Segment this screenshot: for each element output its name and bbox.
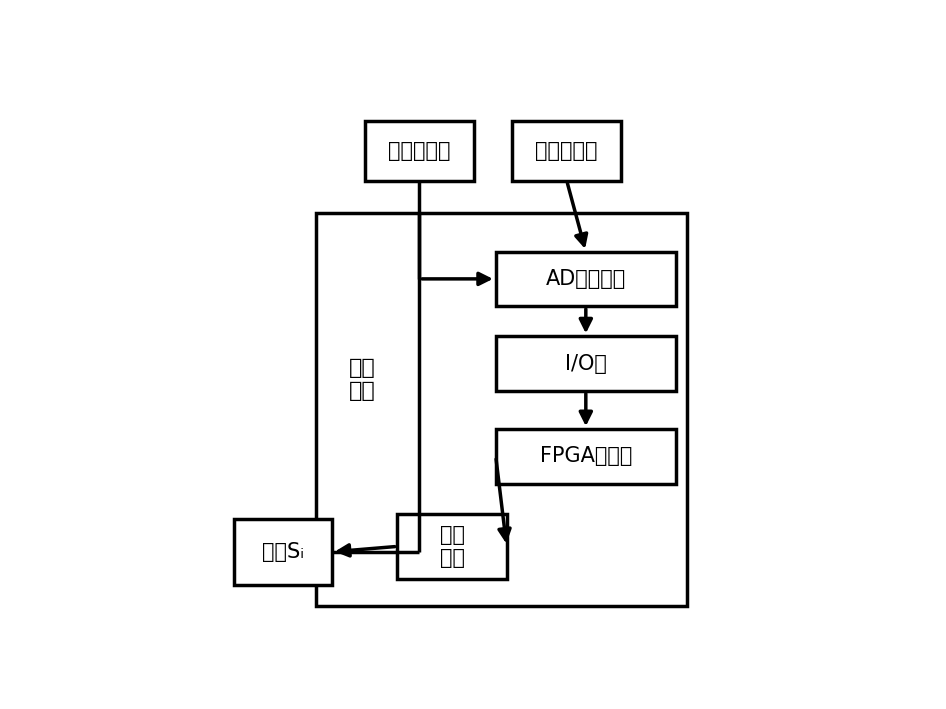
Text: AD采样电路: AD采样电路 (546, 269, 626, 289)
Bar (365, 121, 474, 181)
Text: 驱动
电路: 驱动 电路 (440, 525, 464, 568)
Text: FPGA主控板: FPGA主控板 (539, 446, 632, 467)
Text: 电流传感器: 电流传感器 (388, 140, 450, 161)
Bar (496, 429, 675, 484)
Text: I/O板: I/O板 (565, 354, 606, 374)
Bar (316, 213, 687, 606)
Bar (496, 336, 675, 391)
Bar (512, 121, 622, 181)
Bar (496, 252, 675, 306)
Text: 电压传感器: 电压传感器 (535, 140, 598, 161)
Text: 开关Sᵢ: 开关Sᵢ (262, 542, 304, 562)
Bar (397, 513, 507, 579)
Text: 开关
信号: 开关 信号 (349, 358, 376, 401)
Bar (234, 519, 332, 585)
